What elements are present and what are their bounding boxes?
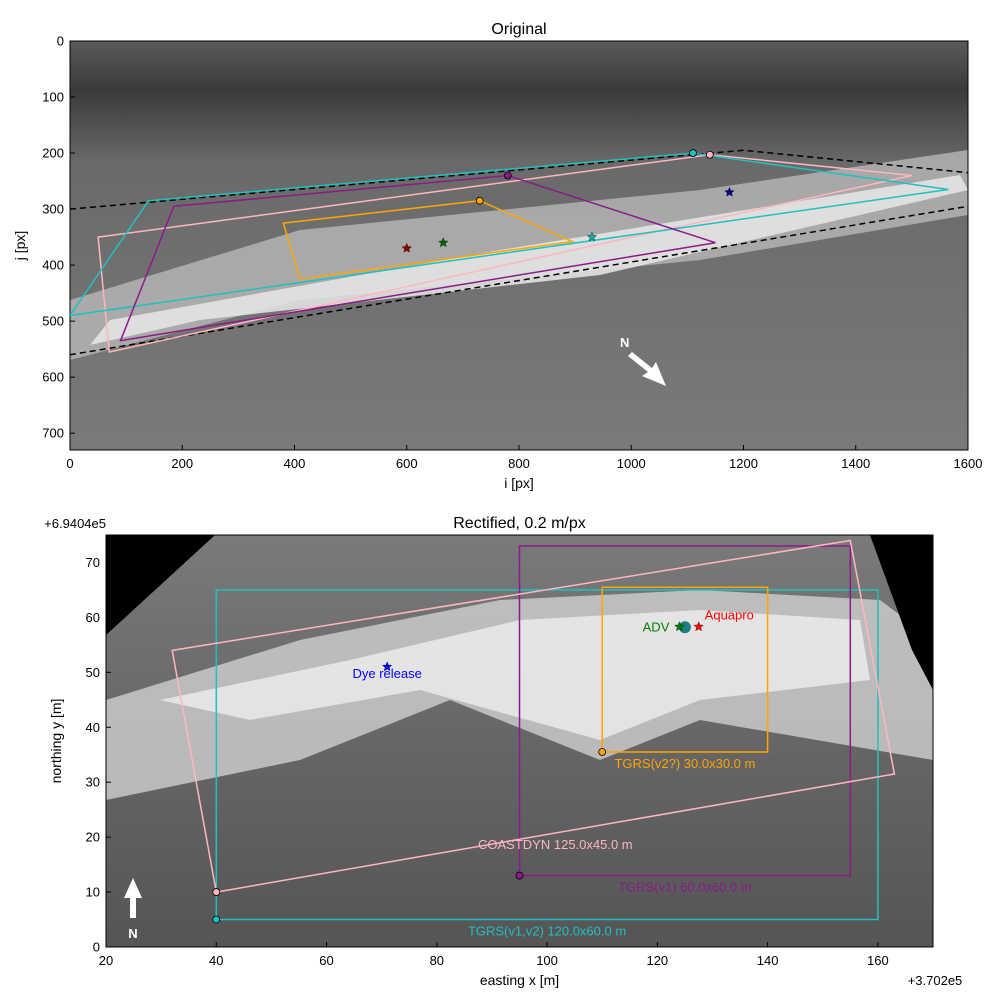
y-offset-label: +6.9404e5	[44, 516, 106, 531]
north-arrow: N	[124, 878, 142, 941]
y-tick-label: 700	[42, 426, 64, 441]
x-tick-label: 100	[536, 953, 558, 968]
corner-marker	[503, 171, 512, 180]
x-tick-label: 600	[396, 456, 418, 471]
north-label: N	[620, 335, 629, 350]
y-tick-label: 30	[86, 775, 100, 790]
y-tick-label: 400	[42, 258, 64, 273]
x-tick-label: 1200	[729, 456, 758, 471]
star-marker	[586, 231, 598, 242]
y-tick-label: 600	[42, 370, 64, 385]
y-tick-label: 100	[42, 90, 64, 105]
y-tick-label: 60	[86, 610, 100, 625]
x-tick-label: 60	[319, 953, 333, 968]
star-marker	[724, 186, 735, 197]
arrow	[628, 352, 666, 386]
corner-marker	[212, 915, 221, 924]
x-axis-label: i [px]	[504, 475, 534, 491]
y-tick-label: 40	[86, 720, 100, 735]
corner-marker	[515, 871, 524, 880]
point-label: Aquapro	[705, 608, 754, 623]
y-axis-label: j [px]	[12, 231, 28, 262]
photo-original	[70, 41, 968, 450]
x-tick-label: 120	[646, 953, 668, 968]
roi-outline	[70, 149, 968, 210]
y-tick-label: 50	[86, 665, 100, 680]
y-tick-label: 20	[86, 830, 100, 845]
star-marker	[438, 237, 449, 248]
roi-label: TGRS(v2?) 30.0x30.0 m	[614, 756, 755, 771]
chart-title: Rectified, 0.2 m/px	[453, 515, 586, 532]
x-tick-label: 1000	[617, 456, 646, 471]
x-tick-label: 40	[209, 953, 223, 968]
roi-outline	[119, 174, 716, 342]
y-tick-label: 10	[86, 885, 100, 900]
roi-outline	[518, 545, 852, 877]
x-tick-label: 400	[284, 456, 306, 471]
roi-label: TGRS(v1,v2) 120.0x60.0 m	[468, 924, 626, 939]
point-label: ADV	[643, 620, 670, 635]
y-tick-label: 200	[42, 146, 64, 161]
star-marker	[693, 621, 704, 632]
roi-label: TGRS(v1) 60.0x60.0 m	[618, 880, 752, 895]
x-tick-label: 80	[430, 953, 444, 968]
star-marker	[674, 621, 685, 632]
point-label: Dye release	[352, 666, 421, 681]
photo-rectified	[106, 535, 933, 947]
roi-label: COASTDYN 125.0x45.0 m	[478, 837, 633, 852]
chart-title: Original	[491, 21, 546, 38]
y-tick-label: 0	[93, 940, 100, 955]
x-tick-label: 800	[508, 456, 530, 471]
roi-outline	[70, 205, 968, 356]
north-label: N	[128, 926, 137, 941]
roi-outline	[215, 589, 879, 921]
x-tick-label: 20	[99, 953, 113, 968]
axes-frame	[105, 534, 934, 948]
north-arrow: N	[620, 335, 666, 386]
x-tick-label: 1400	[841, 456, 870, 471]
x-tick-label: 0	[66, 456, 73, 471]
y-tick-label: 300	[42, 202, 64, 217]
star-marker	[401, 242, 412, 253]
roi-outline	[601, 586, 769, 753]
x-offset-label: +3.702e5	[908, 973, 963, 988]
corner-marker	[475, 196, 484, 205]
y-tick-label: 500	[42, 314, 64, 329]
roi-outline	[171, 539, 896, 893]
roi-outline	[282, 199, 576, 280]
y-tick-label: 0	[57, 34, 64, 49]
corner-marker	[705, 150, 714, 159]
y-tick-label: 70	[86, 555, 100, 570]
corner-marker	[212, 888, 221, 896]
corner-marker	[598, 748, 607, 756]
x-axis-label: easting x [m]	[480, 972, 559, 988]
x-tick-label: 160	[867, 953, 889, 968]
arrow	[124, 878, 142, 918]
x-tick-label: 140	[757, 953, 779, 968]
roi-outline	[97, 153, 913, 353]
x-tick-label: 200	[171, 456, 193, 471]
overlay	[171, 539, 896, 921]
star-marker	[382, 661, 393, 672]
y-axis-label: northing y [m]	[48, 699, 64, 784]
x-tick-label: 1600	[954, 456, 983, 471]
corner-marker	[689, 149, 697, 157]
